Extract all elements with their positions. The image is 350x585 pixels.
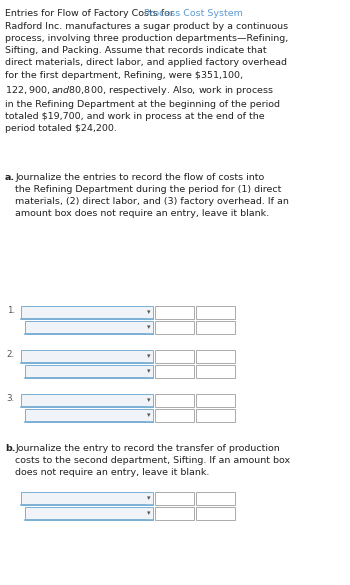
Text: b.: b. [5,444,15,453]
Text: Radford Inc. manufactures a sugar product by a continuous
process, involving thr: Radford Inc. manufactures a sugar produc… [5,22,288,133]
Bar [155,365,194,378]
Bar [155,394,194,407]
Bar [155,409,194,422]
Text: 1.: 1. [7,306,15,315]
Bar [196,365,234,378]
Text: ▾: ▾ [147,397,150,404]
Text: ▾: ▾ [147,353,150,360]
Bar [196,394,234,407]
Text: Entries for Flow of Factory Costs for: Entries for Flow of Factory Costs for [5,9,177,18]
Bar [155,321,194,334]
Bar [25,321,153,334]
Text: Journalize the entries to record the flow of costs into
the Refining Department : Journalize the entries to record the flo… [15,173,289,218]
Text: ▾: ▾ [147,511,150,517]
Bar [21,394,153,407]
Text: 3.: 3. [7,394,15,403]
Bar [196,321,234,334]
Bar [155,350,194,363]
Bar [196,409,234,422]
Text: ▾: ▾ [147,325,150,331]
Bar [21,492,153,505]
Text: ▾: ▾ [147,309,150,315]
Text: 2.: 2. [7,350,15,359]
Bar [25,409,153,422]
Text: ▾: ▾ [147,369,150,374]
Text: Process Cost System: Process Cost System [144,9,243,18]
Bar [21,306,153,319]
Bar [196,492,234,505]
Bar [25,507,153,520]
Text: ▾: ▾ [147,412,150,418]
Bar [196,306,234,319]
Text: a.: a. [5,173,15,182]
Bar [25,365,153,378]
Bar [155,507,194,520]
Bar [155,492,194,505]
Bar [155,306,194,319]
Text: ▾: ▾ [147,495,150,501]
Bar [196,507,234,520]
Bar [196,350,234,363]
Bar [21,350,153,363]
Text: Journalize the entry to record the transfer of production
costs to the second de: Journalize the entry to record the trans… [15,444,290,477]
